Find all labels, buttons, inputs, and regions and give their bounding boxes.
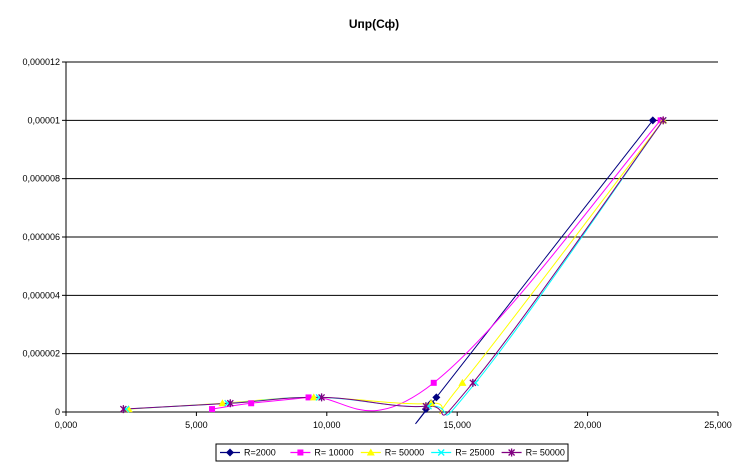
y-tick-labels: 0 0,000002 0,000004 0,000006 0,000008 0,00001… xyxy=(22,57,60,417)
series-line-4 xyxy=(125,120,664,416)
data-point-2 xyxy=(226,399,234,408)
data-point-legend xyxy=(226,448,234,457)
data-point-1 xyxy=(209,406,216,413)
x-tick-labels: 0,000 5,000 10,000 15,000 20,000 25,000 xyxy=(55,420,732,430)
data-point-3 xyxy=(318,393,326,402)
legend-item-5: R= 50000 xyxy=(501,448,565,458)
data-point-legend xyxy=(508,448,516,457)
series-markers-5 xyxy=(119,116,667,414)
data-point-4 xyxy=(422,402,430,411)
series-lines xyxy=(123,120,664,425)
series-markers xyxy=(119,116,668,414)
legend-label: R=2000 xyxy=(244,448,276,458)
legend-label: R= 50000 xyxy=(385,448,424,458)
y-tick-label: 0,000012 xyxy=(22,57,60,67)
legend-label: R= 50000 xyxy=(526,448,565,458)
x-tick-label: 15,000 xyxy=(443,420,471,430)
x-tick-label: 0,000 xyxy=(55,420,78,430)
legend-label: R= 10000 xyxy=(314,448,353,458)
series-line-2 xyxy=(211,120,662,412)
y-tick-label: 0,000006 xyxy=(22,232,60,242)
data-point-5 xyxy=(458,378,467,386)
series-line-1 xyxy=(415,120,654,425)
data-point-3 xyxy=(309,393,318,401)
axes xyxy=(62,61,719,416)
y-tick-label: 0 xyxy=(55,407,60,417)
x-tick-label: 5,000 xyxy=(185,420,208,430)
series-markers-3 xyxy=(124,116,668,413)
data-point-3 xyxy=(432,393,441,402)
data-point-3 xyxy=(305,394,312,401)
data-point-5 xyxy=(657,117,664,124)
data-point-legend xyxy=(297,449,304,456)
x-tick-label: 25,000 xyxy=(704,420,732,430)
series-line-3 xyxy=(128,120,664,415)
data-point-6 xyxy=(659,116,667,125)
series-markers-2 xyxy=(209,117,664,413)
chart-title: Uпр(Сф) xyxy=(349,17,399,31)
y-tick-label: 0,00001 xyxy=(27,115,60,125)
data-point-4 xyxy=(427,399,436,407)
y-tick-label: 0,000004 xyxy=(22,290,60,300)
data-point-legend xyxy=(437,449,445,456)
legend-item-1: R=2000 xyxy=(220,448,276,458)
data-point-2 xyxy=(248,400,255,407)
series-markers-4 xyxy=(122,116,667,413)
data-point-1 xyxy=(119,405,127,414)
y-tick-label: 0,000008 xyxy=(22,174,60,184)
data-point-2 xyxy=(218,399,227,407)
data-point-4 xyxy=(430,379,437,386)
data-point-legend xyxy=(366,448,375,456)
data-point-5 xyxy=(469,378,477,387)
y-tick-label: 0,000002 xyxy=(22,349,60,359)
legend-item-3: R= 50000 xyxy=(360,448,424,458)
legend-item-4: R= 25000 xyxy=(431,448,494,458)
legend-item-2: R= 10000 xyxy=(290,448,354,458)
x-tick-label: 10,000 xyxy=(313,420,341,430)
legend-label: R= 25000 xyxy=(455,448,494,458)
data-point-4 xyxy=(648,116,657,125)
legend: R=2000 R= 10000 R= 50000 R= 25000 R= 50000 xyxy=(215,443,569,462)
series-line-5 xyxy=(123,120,664,416)
gridlines xyxy=(66,61,718,355)
legend-box xyxy=(215,443,569,462)
x-tick-label: 20,000 xyxy=(574,420,602,430)
